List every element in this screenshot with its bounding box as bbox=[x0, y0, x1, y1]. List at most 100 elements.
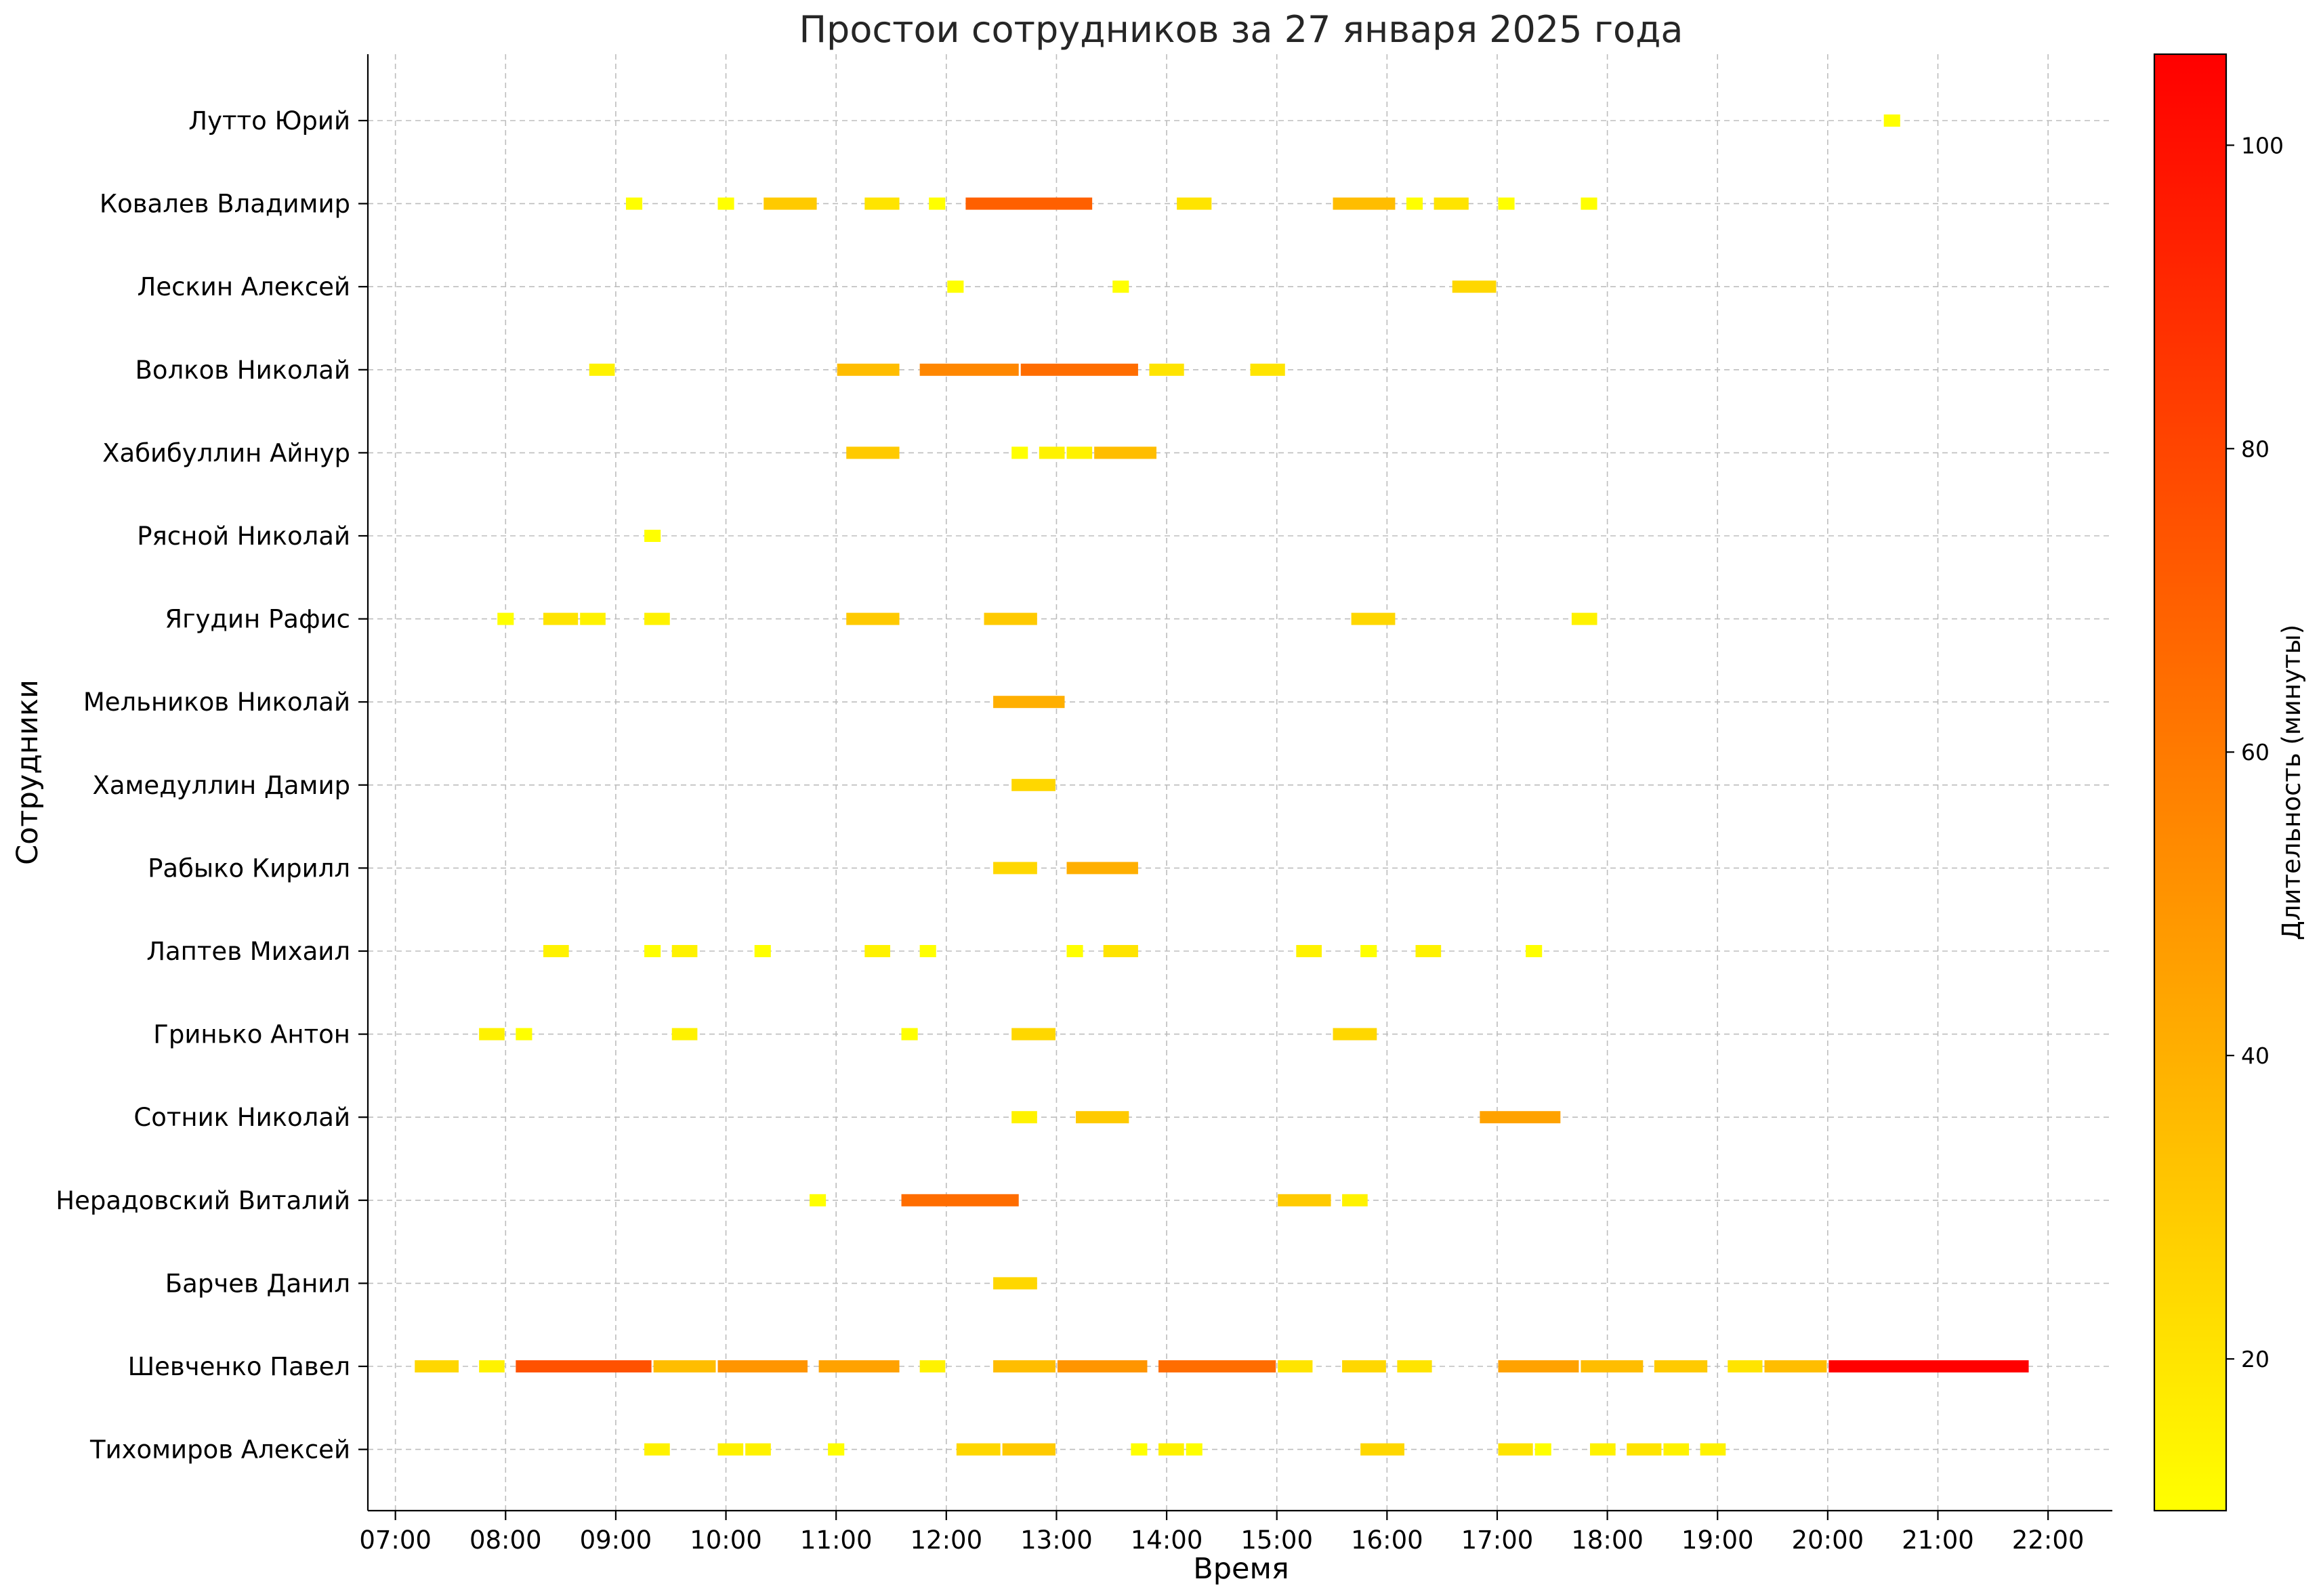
downtime-bar bbox=[1360, 1443, 1404, 1456]
y-tick-label: Ягудин Рафис bbox=[165, 605, 350, 634]
y-tick-label: Волков Николай bbox=[135, 356, 350, 385]
downtime-bar bbox=[965, 197, 1093, 210]
downtime-bar bbox=[919, 945, 936, 957]
downtime-bar bbox=[1076, 1111, 1129, 1124]
downtime-bar bbox=[1011, 446, 1028, 459]
downtime-bar bbox=[956, 1443, 1001, 1456]
axes: 07:00 08:00 09:00 10:00 11:00 12:00 13:00 14:00… bbox=[56, 54, 2112, 1555]
x-tick-label: 15:00 bbox=[1240, 1526, 1313, 1555]
downtime-bar bbox=[1498, 1443, 1533, 1456]
downtime-bar bbox=[1351, 612, 1396, 625]
downtime-bar bbox=[810, 1194, 827, 1206]
downtime-bar bbox=[1700, 1443, 1726, 1456]
downtime-bar bbox=[919, 1360, 946, 1372]
downtime-bar bbox=[1728, 1360, 1763, 1372]
downtime-bar bbox=[1498, 1360, 1579, 1372]
downtime-bar bbox=[1452, 280, 1497, 293]
chart-title: Простои сотрудников за 27 января 2025 го… bbox=[799, 8, 1683, 51]
downtime-bar bbox=[993, 1360, 1055, 1372]
colorbar-tick-label: 20 bbox=[2241, 1346, 2270, 1372]
downtime-bar bbox=[644, 1443, 670, 1456]
downtime-bar bbox=[947, 280, 964, 293]
downtime-bar bbox=[1039, 446, 1065, 459]
downtime-bar bbox=[1011, 1111, 1037, 1124]
downtime-bar bbox=[1177, 197, 1212, 210]
y-tick-label: Барчев Данил bbox=[165, 1269, 350, 1298]
downtime-bar bbox=[1186, 1443, 1203, 1456]
y-axis-title: Сотрудники bbox=[11, 679, 45, 865]
downtime-bar bbox=[919, 363, 1019, 376]
downtime-bar bbox=[1011, 1028, 1055, 1041]
downtime-bar bbox=[1415, 945, 1442, 957]
x-tick-label: 08:00 bbox=[469, 1526, 542, 1555]
downtime-bar bbox=[1057, 1360, 1148, 1372]
downtime-bar bbox=[1342, 1194, 1368, 1206]
downtime-bar bbox=[516, 1360, 652, 1372]
downtime-bar bbox=[1094, 446, 1157, 459]
downtime-bar bbox=[846, 446, 900, 459]
downtime-bar bbox=[1278, 1194, 1331, 1206]
downtime-bar bbox=[984, 612, 1037, 625]
downtime-bar bbox=[1480, 1111, 1561, 1124]
y-tick-label: Шевченко Павел bbox=[128, 1352, 350, 1381]
downtime-bar bbox=[671, 945, 698, 957]
colorbar-tick-label: 80 bbox=[2241, 436, 2270, 462]
downtime-bar bbox=[671, 1028, 698, 1041]
x-tick-label: 22:00 bbox=[2012, 1526, 2085, 1555]
y-tick-label: Гринько Антон bbox=[153, 1020, 350, 1049]
colorbar: 20 40 60 80 100 bbox=[2153, 53, 2284, 1512]
downtime-bar bbox=[1498, 197, 1515, 210]
downtime-bar bbox=[1534, 1443, 1551, 1456]
downtime-bar bbox=[1581, 1360, 1644, 1372]
downtime-bar bbox=[1571, 612, 1597, 625]
downtime-bar bbox=[580, 612, 606, 625]
x-tick-label: 21:00 bbox=[1902, 1526, 1974, 1555]
downtime-bar bbox=[929, 197, 946, 210]
downtime-bar bbox=[543, 612, 579, 625]
x-tick-label: 11:00 bbox=[800, 1526, 873, 1555]
downtime-bar bbox=[901, 1194, 1019, 1206]
x-tick-label: 10:00 bbox=[690, 1526, 762, 1555]
downtime-bar bbox=[837, 363, 900, 376]
downtime-bar bbox=[1333, 197, 1396, 210]
downtime-bar bbox=[1406, 197, 1423, 210]
downtime-bar bbox=[1627, 1443, 1662, 1456]
x-tick-label: 07:00 bbox=[359, 1526, 432, 1555]
downtime-bar bbox=[1397, 1360, 1432, 1372]
y-tick-label: Нерадовский Виталий bbox=[56, 1186, 350, 1215]
downtime-bar bbox=[644, 530, 661, 542]
downtime-bar bbox=[717, 1443, 744, 1456]
downtime-bar bbox=[1066, 862, 1138, 875]
downtime-bar bbox=[818, 1360, 900, 1372]
downtime-bar bbox=[1066, 945, 1083, 957]
y-tick-label: Мельников Николай bbox=[83, 688, 350, 717]
bars bbox=[415, 114, 2029, 1456]
downtime-bar bbox=[1654, 1360, 1708, 1372]
downtime-bar bbox=[1663, 1443, 1690, 1456]
downtime-bar bbox=[846, 612, 900, 625]
downtime-bar bbox=[1131, 1443, 1148, 1456]
downtime-bar bbox=[479, 1360, 505, 1372]
colorbar-tick-label: 60 bbox=[2241, 739, 2270, 765]
downtime-bar bbox=[653, 1360, 716, 1372]
downtime-bar bbox=[1434, 197, 1469, 210]
y-tick-label: Хамедуллин Дамир bbox=[93, 771, 351, 800]
y-tick-label: Рабыко Кирилл bbox=[148, 854, 350, 883]
x-tick-label: 16:00 bbox=[1351, 1526, 1423, 1555]
y-tick-label: Лескин Алексей bbox=[138, 272, 351, 301]
y-tick-label: Лаптев Михаил bbox=[146, 937, 350, 966]
downtime-bar bbox=[589, 363, 615, 376]
x-tick-label: 09:00 bbox=[580, 1526, 652, 1555]
downtime-bar bbox=[1158, 1360, 1276, 1372]
y-tick-label: Лутто Юрий bbox=[188, 106, 350, 135]
x-tick-label: 13:00 bbox=[1020, 1526, 1093, 1555]
downtime-bar bbox=[543, 945, 569, 957]
downtime-bar bbox=[516, 1028, 532, 1041]
downtime-bar bbox=[1066, 446, 1093, 459]
downtime-bar bbox=[1828, 1360, 2029, 1372]
downtime-bar bbox=[644, 945, 661, 957]
x-tick-label: 14:00 bbox=[1131, 1526, 1203, 1555]
downtime-bar bbox=[1590, 1443, 1616, 1456]
x-tick-label: 18:00 bbox=[1571, 1526, 1644, 1555]
downtime-bar bbox=[1581, 197, 1597, 210]
